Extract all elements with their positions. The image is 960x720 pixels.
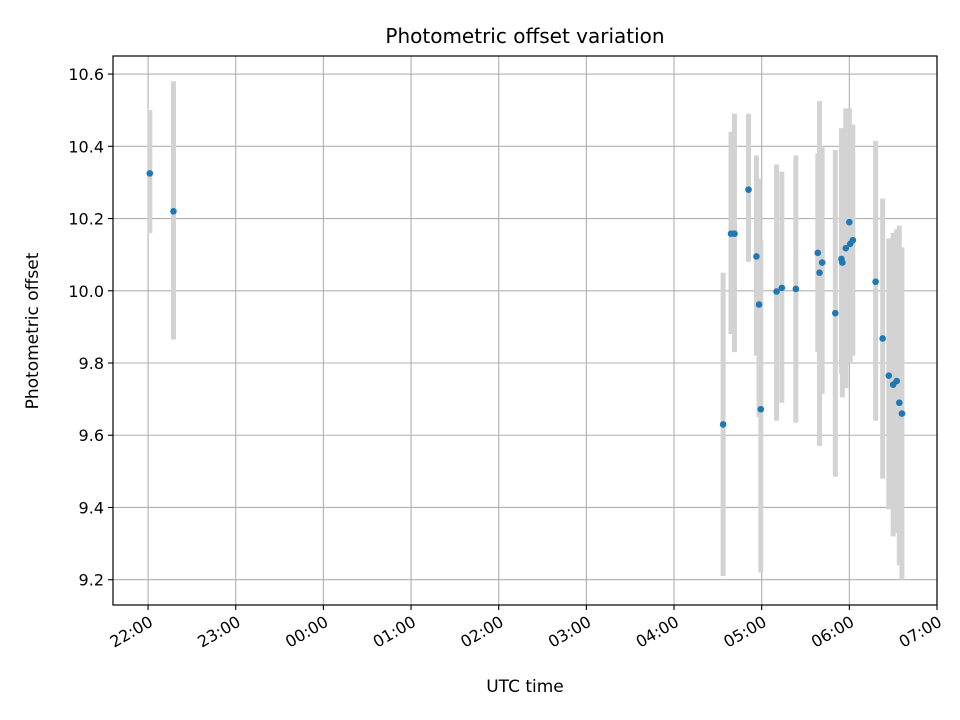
y-tick-label: 10.2: [68, 210, 104, 229]
data-point: [792, 285, 800, 293]
data-point: [896, 399, 903, 407]
data-point: [814, 249, 822, 257]
data-point: [872, 278, 879, 286]
data-point: [731, 230, 738, 238]
plot-frame: [112, 55, 938, 606]
y-tick-label: 10.6: [68, 65, 104, 84]
data-points: [146, 170, 906, 428]
y-tick-label: 9.8: [79, 354, 104, 373]
data-point: [849, 236, 857, 244]
y-axis-label: Photometric offset: [23, 252, 43, 409]
data-point: [842, 244, 850, 252]
data-point: [719, 421, 727, 428]
data-point: [755, 301, 763, 308]
y-tick-label: 9.6: [79, 426, 104, 445]
data-point: [879, 335, 886, 342]
data-point: [832, 309, 839, 317]
data-point: [898, 410, 906, 417]
x-axis-label: UTC time: [486, 677, 564, 697]
data-point: [846, 218, 853, 226]
data-point: [745, 186, 752, 193]
data-point: [757, 405, 765, 413]
y-tick-label: 10.0: [68, 282, 104, 301]
data-point: [170, 208, 177, 215]
data-point: [818, 259, 826, 266]
y-tick-label: 10.4: [68, 137, 104, 156]
data-point: [753, 253, 760, 260]
data-point: [885, 372, 893, 379]
y-axis-ticks: 9.2 9.4 9.6 9.8 10.0 10.2 10.4 10.6: [68, 65, 113, 590]
data-point: [773, 288, 780, 295]
data-point: [778, 284, 786, 292]
y-tick-label: 9.2: [79, 571, 104, 590]
y-tick-label: 9.4: [79, 498, 104, 517]
data-point: [893, 377, 900, 385]
chart-title: Photometric offset variation: [385, 24, 664, 48]
data-point: [839, 259, 846, 266]
grid: [113, 56, 938, 605]
data-point: [816, 269, 823, 277]
data-point: [146, 170, 154, 177]
